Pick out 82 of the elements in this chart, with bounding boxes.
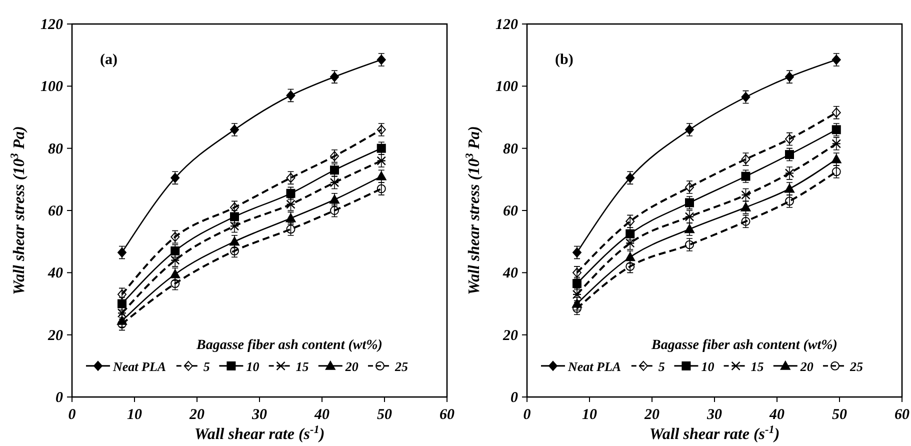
annotation: (a) — [100, 52, 118, 68]
x-tick-label: 40 — [314, 407, 330, 423]
x-tick-label: 10 — [127, 407, 142, 423]
point — [831, 154, 842, 164]
y-tick-label: 20 — [47, 328, 64, 344]
x-tick-label: 50 — [832, 407, 848, 423]
point — [286, 224, 296, 234]
point — [785, 196, 794, 206]
point — [170, 279, 180, 288]
point — [286, 213, 296, 222]
legend-label: 10 — [701, 358, 715, 374]
y-tick-label: 100 — [496, 79, 518, 96]
x-tick-label: 30 — [251, 407, 268, 423]
point — [376, 184, 386, 194]
point — [286, 188, 296, 198]
point — [625, 252, 636, 262]
point — [572, 279, 582, 288]
point — [170, 246, 180, 256]
legend-title: Bagasse fiber ash content (wt%) — [196, 338, 382, 353]
x-tick-label: 0 — [523, 407, 532, 423]
x-tick-label: 20 — [644, 407, 660, 423]
point — [740, 202, 751, 212]
legend-label: 20 — [344, 358, 359, 374]
y-tick-label: 0 — [510, 390, 518, 406]
point — [832, 139, 841, 148]
y-tick-label: 40 — [502, 266, 518, 282]
legend-label: Neat PLA — [567, 358, 622, 374]
y-tick-label: 80 — [48, 141, 64, 158]
legend-label: 5 — [203, 358, 210, 374]
point — [832, 108, 841, 118]
y-tick-label: 40 — [47, 266, 64, 282]
point — [330, 166, 339, 175]
point — [741, 216, 750, 226]
point — [170, 232, 180, 242]
point — [230, 236, 240, 246]
point — [330, 151, 339, 162]
point — [685, 240, 694, 250]
legend-label: 5 — [658, 358, 666, 374]
legend-label: 15 — [296, 358, 310, 374]
point — [785, 134, 794, 144]
point — [230, 202, 239, 212]
legend-label: 25 — [394, 358, 408, 374]
x-tick-label: 30 — [706, 407, 722, 423]
x-tick-label: 20 — [188, 407, 205, 423]
y-tick-label: 60 — [503, 204, 518, 220]
point — [626, 262, 635, 271]
point — [684, 212, 694, 222]
point — [330, 206, 339, 215]
legend-label: 25 — [849, 358, 864, 374]
x-axis-title: Wall shear rate (s$^{-1}$) — [649, 424, 780, 443]
y-tick-label: 20 — [502, 328, 518, 344]
x-tick-label: 50 — [377, 407, 392, 423]
x-tick-label: 40 — [768, 407, 785, 423]
point — [784, 168, 794, 178]
point — [832, 167, 841, 176]
point — [118, 319, 126, 328]
point — [170, 269, 180, 278]
point — [330, 194, 340, 204]
point — [741, 190, 750, 200]
legend-label: Neat PLA — [112, 358, 166, 374]
y-tick-label: 80 — [503, 141, 518, 158]
x-tick-label: 0 — [68, 407, 76, 423]
point — [785, 150, 794, 160]
legend-title: Bagasse fiber ash content (wt%) — [650, 338, 838, 353]
y-tick-label: 60 — [48, 204, 64, 220]
x-axis-title: Wall shear rate (s$^{-1}$) — [194, 424, 325, 443]
y-tick-label: 120 — [496, 17, 518, 33]
y-tick-label: 0 — [56, 390, 64, 406]
point — [118, 289, 126, 300]
point — [684, 224, 694, 234]
y-tick-label: 120 — [40, 17, 64, 33]
legend-label: 20 — [799, 358, 814, 374]
legend-label: 15 — [750, 358, 764, 374]
point — [230, 246, 239, 256]
x-tick-label: 60 — [440, 407, 455, 423]
y-tick-label: 100 — [40, 79, 64, 96]
x-tick-label: 60 — [894, 407, 910, 423]
point — [784, 184, 794, 193]
point — [376, 171, 386, 180]
x-tick-label: 10 — [582, 407, 598, 423]
legend-label: 10 — [246, 358, 260, 374]
annotation: (b) — [555, 52, 574, 68]
